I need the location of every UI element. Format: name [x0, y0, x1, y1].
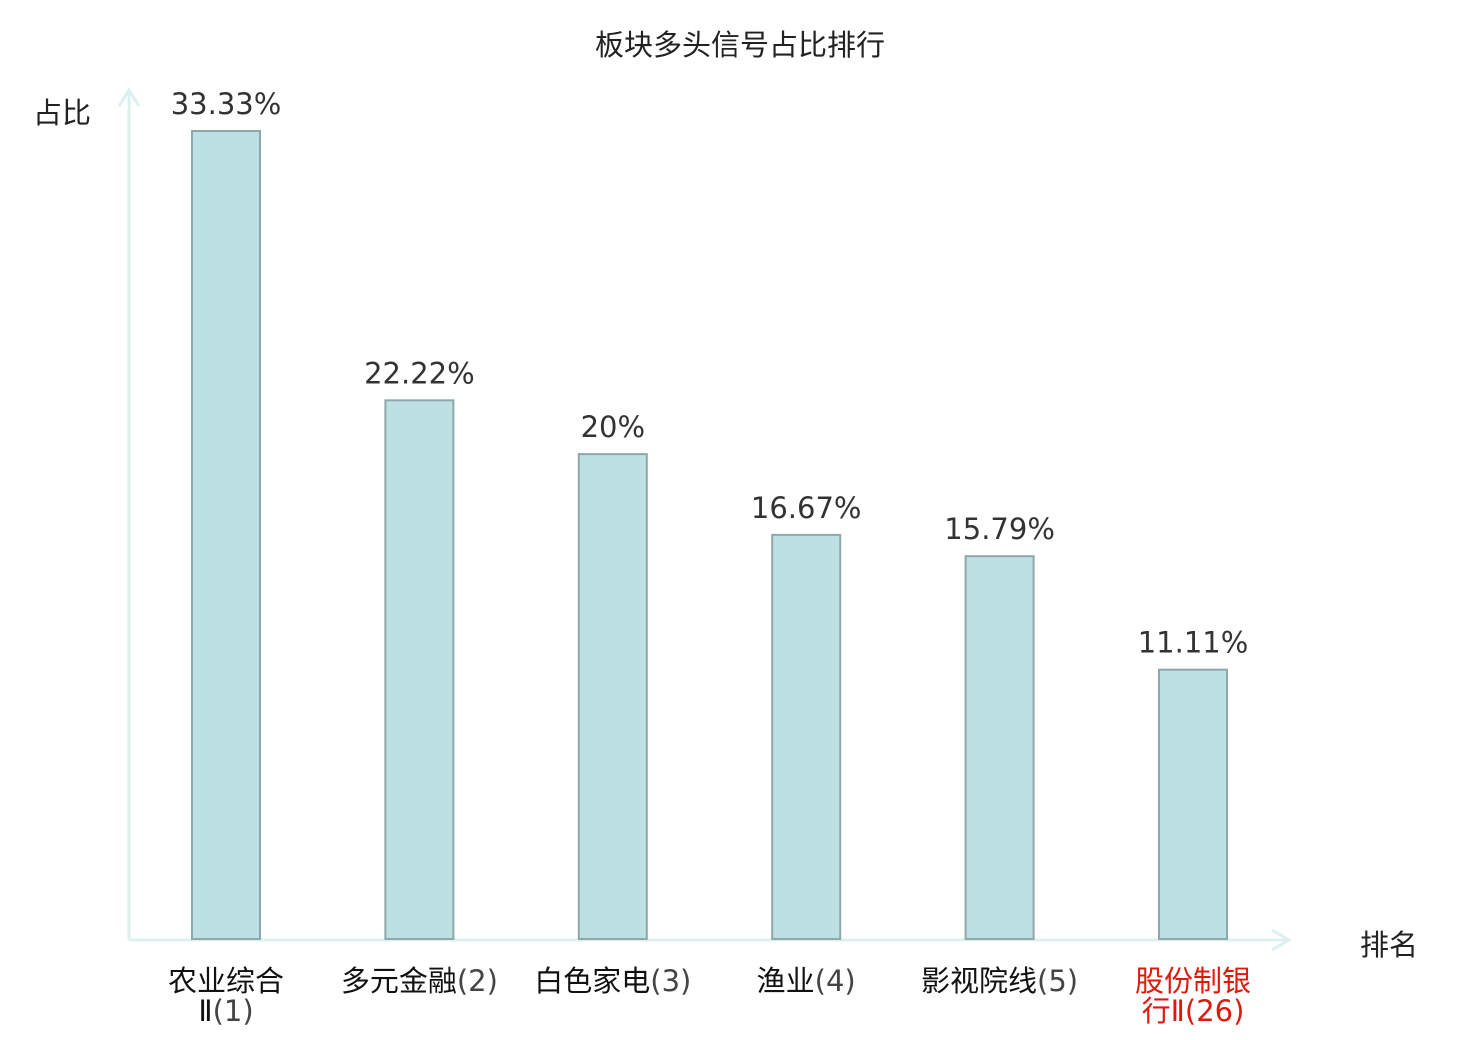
- chart-title: 板块多头信号占比排行: [594, 28, 885, 62]
- x-tick-label-1: 农业综合Ⅱ(1): [161, 966, 291, 1026]
- category-name: 渔业: [756, 964, 815, 998]
- bar-4: [771, 533, 842, 940]
- category-name: 多元金融: [340, 964, 457, 998]
- category-rank: (4): [814, 964, 856, 998]
- x-tick-label-2: 多元金融(2): [319, 966, 519, 996]
- y-axis-label: 占比: [33, 96, 92, 130]
- category-name: 白色家电: [534, 964, 651, 998]
- category-rank: (26): [1184, 994, 1245, 1028]
- bar-6: [1158, 668, 1228, 941]
- bar-value-label-1: 33.33%: [171, 87, 282, 121]
- bar-value-label-3: 20%: [581, 410, 645, 444]
- category-rank: (2): [456, 964, 498, 998]
- x-tick-label-5: 影视院线(5): [900, 966, 1100, 996]
- x-tick-label-4: 渔业(4): [706, 966, 906, 996]
- x-axis-label: 排名: [1360, 928, 1419, 962]
- y-axis-arrow-icon: [117, 87, 141, 107]
- x-tick-label-3: 白色家电(3): [513, 966, 713, 996]
- bar-value-label-2: 22.22%: [364, 356, 475, 390]
- y-axis: [117, 87, 141, 940]
- category-name: 农业综合Ⅱ: [167, 964, 284, 1028]
- bar-1: [191, 130, 261, 940]
- category-rank: (1): [212, 994, 254, 1028]
- category-rank: (3): [650, 964, 692, 998]
- bar-value-label-4: 16.67%: [751, 491, 862, 525]
- x-tick-label-6: 股份制银行Ⅱ(26): [1128, 966, 1258, 1026]
- category-rank: (5): [1037, 964, 1079, 998]
- bar-5: [964, 555, 1035, 940]
- bar-value-label-5: 15.79%: [944, 512, 1055, 546]
- category-name: 影视院线: [921, 964, 1038, 998]
- category-name: 股份制银行Ⅱ: [1134, 964, 1251, 1028]
- x-axis: [129, 928, 1292, 952]
- x-axis-arrow-icon: [1271, 928, 1292, 952]
- bar-3: [577, 453, 648, 940]
- bar-value-label-6: 11.11%: [1138, 626, 1249, 660]
- bar-2: [384, 399, 455, 941]
